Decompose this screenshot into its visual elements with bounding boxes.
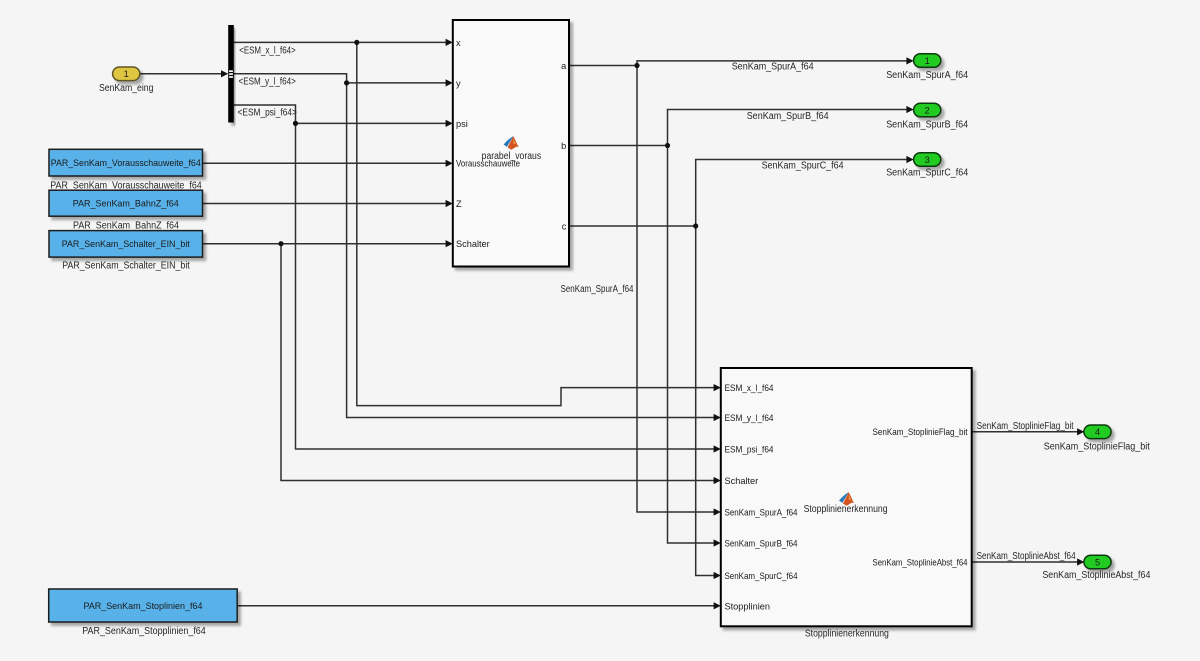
svg-text:3: 3 [925,155,930,165]
svg-text:SenKam_SpurC_f64: SenKam_SpurC_f64 [725,571,798,581]
svg-text:5: 5 [1095,557,1100,567]
svg-text:Vorausschauweite: Vorausschauweite [456,159,520,169]
svg-text:PAR_SenKam_BahnZ_f64: PAR_SenKam_BahnZ_f64 [73,199,179,209]
svg-text:4: 4 [1095,427,1100,437]
svg-text:SenKam_SpurA_f64: SenKam_SpurA_f64 [886,70,968,81]
svg-text:Schalter: Schalter [725,476,759,486]
svg-text:SenKam_SpurA_f64: SenKam_SpurA_f64 [732,62,814,73]
svg-text:<ESM_x_l_f64>: <ESM_x_l_f64> [239,46,296,57]
svg-text:PAR_SenKam_Schalter_EIN_bit: PAR_SenKam_Schalter_EIN_bit [62,261,190,272]
svg-text:SenKam_SpurA_f64: SenKam_SpurA_f64 [725,507,798,517]
svg-text:SenKam_StoplinieFlag_bit: SenKam_StoplinieFlag_bit [873,427,968,437]
svg-text:b: b [561,141,566,151]
svg-text:PAR_SenKam_BahnZ_f64: PAR_SenKam_BahnZ_f64 [73,220,179,231]
svg-text:c: c [562,221,567,231]
svg-text:a: a [561,61,567,71]
svg-text:2: 2 [925,105,930,115]
svg-text:Stopplinienerkennung: Stopplinienerkennung [805,629,889,640]
svg-text:1: 1 [925,56,930,66]
svg-text:PAR_SenKam_Schalter_EIN_bit: PAR_SenKam_Schalter_EIN_bit [62,239,190,249]
svg-text:PAR_SenKam_Stoplinien_f64: PAR_SenKam_Stoplinien_f64 [83,601,202,611]
svg-text:SenKam_SpurB_f64: SenKam_SpurB_f64 [886,119,968,130]
svg-text:<ESM_y_l_f64>: <ESM_y_l_f64> [239,77,297,88]
svg-text:Schalter: Schalter [456,239,490,249]
svg-text:SenKam_StoplinieFlag_bit: SenKam_StoplinieFlag_bit [1044,442,1150,453]
svg-text:y: y [456,78,461,88]
svg-text:Stopplinien: Stopplinien [725,601,770,611]
svg-text:ESM_x_l_f64: ESM_x_l_f64 [725,383,774,393]
svg-text:PAR_SenKam_Vorausschauweite_f6: PAR_SenKam_Vorausschauweite_f64 [50,180,202,191]
svg-text:ESM_y_l_f64: ESM_y_l_f64 [725,413,774,423]
svg-text:SenKam_StoplinieAbst_f64: SenKam_StoplinieAbst_f64 [873,557,968,567]
svg-text:PAR_SenKam_Stopplinien_f64: PAR_SenKam_Stopplinien_f64 [82,626,206,637]
svg-text:SenKam_StoplinieFlag_bit: SenKam_StoplinieFlag_bit [977,421,1074,432]
svg-text:SenKam_StoplinieAbst_f64: SenKam_StoplinieAbst_f64 [1042,570,1150,581]
svg-text:SenKam_SpurC_f64: SenKam_SpurC_f64 [762,161,844,172]
svg-text:SenKam_SpurC_f64: SenKam_SpurC_f64 [886,167,968,178]
svg-text:psi: psi [456,119,468,129]
svg-text:parabel_voraus: parabel_voraus [482,151,542,162]
svg-text:ESM_psi_f64: ESM_psi_f64 [725,444,774,454]
svg-text:SenKam_eing: SenKam_eing [99,83,154,94]
svg-text:SenKam_SpurB_f64: SenKam_SpurB_f64 [725,538,798,548]
svg-text:PAR_SenKam_Vorausschauweite_f6: PAR_SenKam_Vorausschauweite_f64 [51,158,201,168]
svg-text:Z: Z [456,199,462,209]
svg-text:1: 1 [124,69,129,79]
svg-text:<ESM_psi_f64>: <ESM_psi_f64> [238,107,298,118]
svg-text:SenKam_SpurB_f64: SenKam_SpurB_f64 [747,111,829,122]
svg-text:x: x [456,38,461,48]
svg-text:SenKam_SpurA_f64: SenKam_SpurA_f64 [561,284,634,295]
svg-text:SenKam_StoplinieAbst_f64: SenKam_StoplinieAbst_f64 [977,551,1076,562]
svg-text:Stopplinienerkennung: Stopplinienerkennung [804,504,888,515]
